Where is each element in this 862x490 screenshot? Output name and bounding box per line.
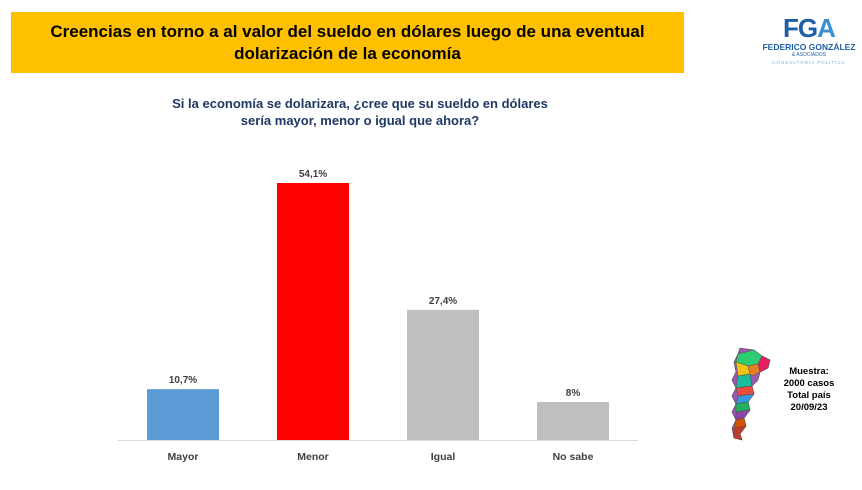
- logo-mark-fg: FG: [783, 13, 818, 43]
- bar-mayor: [147, 389, 219, 440]
- logo-sub: & ASOCIADOS: [791, 52, 827, 58]
- argentina-map-icon: [731, 347, 771, 441]
- title-line-2: dolarización de la economía: [234, 43, 461, 63]
- bar-no-sabe: [537, 401, 609, 440]
- logo-mark-a: A: [817, 13, 836, 43]
- title-line-1: Creencias en torno a al valor del sueldo…: [50, 21, 645, 41]
- logo-mark: FGA: [760, 14, 858, 42]
- fga-logo: FGA FEDERICO GONZÁLEZ & ASOCIADOS CONSUL…: [760, 14, 858, 76]
- data-label-mayor: 10,7%: [169, 375, 197, 386]
- sample-line-3: Total país: [787, 390, 831, 401]
- data-label-menor: 54,1%: [299, 169, 327, 180]
- logo-tag: CONSULTORÍA POLÍTICA: [772, 60, 846, 65]
- category-label-igual: Igual: [431, 451, 456, 463]
- question-line-2: sería mayor, menor o igual que ahora?: [240, 113, 480, 128]
- data-label-no-sabe: 8%: [566, 388, 581, 399]
- sample-line-2: 2000 casos: [783, 378, 835, 389]
- logo-name: FEDERICO GONZÁLEZ: [762, 42, 856, 52]
- question-line-1: Si la economía se dolarizara, ¿cree que …: [172, 96, 548, 111]
- category-label-mayor: Mayor: [168, 451, 199, 463]
- category-label-menor: Menor: [297, 451, 329, 463]
- survey-question: Si la economía se dolarizara, ¿cree que …: [100, 95, 620, 129]
- category-label-no-sabe: No sabe: [553, 451, 594, 463]
- sample-line-4: 20/09/23: [790, 402, 828, 413]
- sample-line-1: Muestra:: [789, 366, 829, 377]
- data-label-igual: 27,4%: [429, 296, 457, 307]
- bar-menor: [277, 183, 349, 440]
- bar-igual: [407, 309, 479, 440]
- title-banner: Creencias en torno a al valor del sueldo…: [11, 12, 684, 73]
- sample-note: Muestra: 2000 casos Total país 20/09/23: [778, 366, 840, 414]
